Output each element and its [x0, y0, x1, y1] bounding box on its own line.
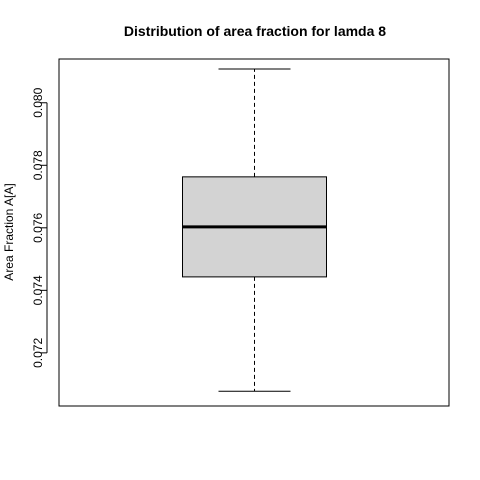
box-plot: [182, 68, 327, 392]
y-tick-label: 0.076: [31, 212, 45, 242]
y-axis-label: Area Fraction A[A]: [2, 183, 16, 280]
y-tick-label: 0.074: [31, 275, 45, 305]
y-tick-label: 0.080: [31, 87, 45, 117]
y-tick-label: 0.072: [31, 338, 45, 368]
y-axis: 0.072 0.074 0.076 0.078 0.080: [31, 87, 48, 368]
plot-frame: [58, 58, 450, 407]
y-tick-label: 0.078: [31, 150, 45, 180]
chart-title: Distribution of area fraction for lamda …: [124, 23, 386, 39]
